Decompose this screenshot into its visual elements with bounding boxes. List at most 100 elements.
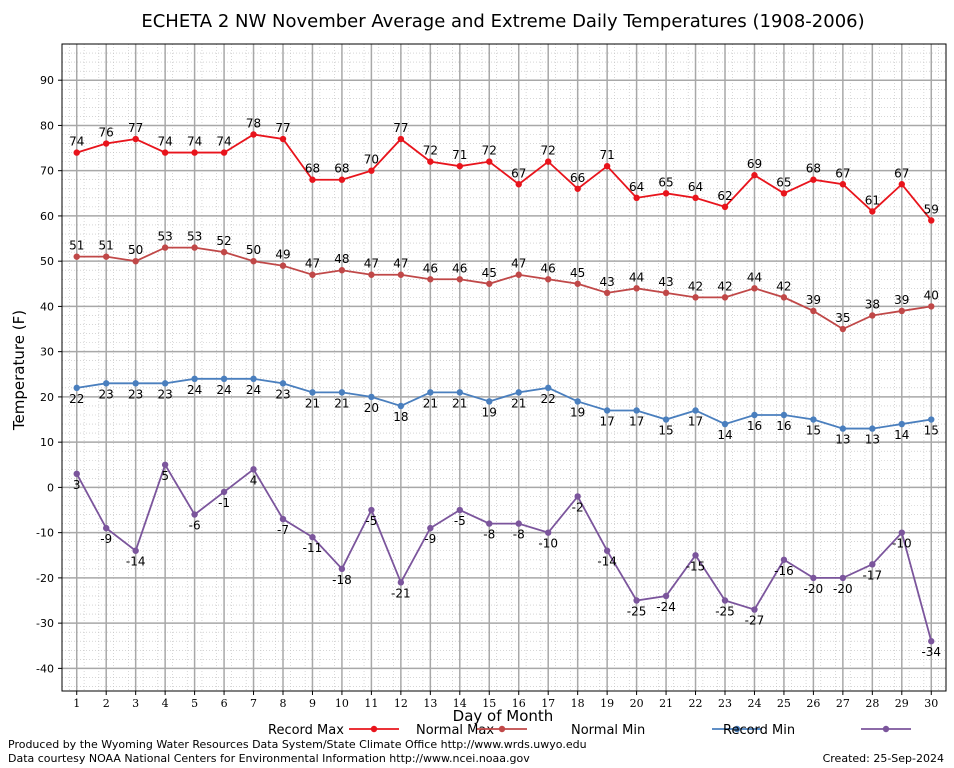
data-label-normal-max: 44 xyxy=(629,270,644,284)
data-point-record-min xyxy=(515,520,522,527)
data-label-normal-min: 23 xyxy=(275,387,290,401)
data-label-record-min: -21 xyxy=(391,586,411,600)
data-label-record-min: -14 xyxy=(597,555,617,569)
data-point-record-min xyxy=(751,606,758,613)
data-point-record-max xyxy=(662,190,670,197)
data-label-record-max: 70 xyxy=(364,153,379,167)
data-label-record-max: 67 xyxy=(511,166,526,180)
data-point-record-max xyxy=(397,135,405,143)
data-label-record-min: -5 xyxy=(365,514,377,528)
data-point-record-min xyxy=(338,565,346,573)
data-label-record-max: 64 xyxy=(629,180,644,194)
data-point-normal-min xyxy=(279,380,287,387)
data-point-record-min xyxy=(309,533,316,541)
data-label-normal-max: 47 xyxy=(511,257,526,271)
x-tick-label: 7 xyxy=(250,697,257,710)
data-point-normal-min xyxy=(309,389,316,396)
data-point-record-min xyxy=(692,552,699,559)
data-point-normal-min xyxy=(456,389,463,396)
data-point-normal-max xyxy=(633,285,640,292)
data-label-record-max: 77 xyxy=(393,121,408,135)
data-point-normal-min xyxy=(839,425,847,432)
data-point-normal-max xyxy=(103,253,110,260)
data-label-record-max: 74 xyxy=(216,135,231,149)
data-point-record-min xyxy=(397,579,405,586)
data-point-record-min xyxy=(721,597,729,604)
data-label-record-max: 65 xyxy=(658,175,673,189)
x-tick-label: 30 xyxy=(924,697,938,710)
data-label-record-min: 3 xyxy=(73,478,81,492)
data-label-normal-min: 21 xyxy=(452,396,467,410)
data-point-normal-min xyxy=(810,416,817,423)
y-tick-label: 30 xyxy=(40,346,54,359)
data-label-normal-min: 23 xyxy=(128,387,143,401)
data-point-normal-max xyxy=(928,303,935,310)
data-label-normal-max: 42 xyxy=(776,279,791,293)
data-point-record-max xyxy=(692,194,699,202)
data-point-normal-max xyxy=(132,257,139,265)
data-point-normal-max xyxy=(721,294,729,301)
data-point-normal-min xyxy=(161,380,169,387)
x-tick-label: 18 xyxy=(571,697,585,710)
data-point-normal-min xyxy=(928,416,935,423)
y-tick-label: -10 xyxy=(36,527,54,540)
data-point-record-max xyxy=(368,167,375,174)
data-point-normal-max xyxy=(456,276,463,283)
data-point-normal-min xyxy=(427,389,434,396)
data-label-normal-max: 48 xyxy=(334,252,349,266)
data-label-record-min: -15 xyxy=(686,559,706,573)
legend-marker-record-min xyxy=(882,725,890,733)
data-point-record-max xyxy=(427,158,434,165)
series-normal-max xyxy=(73,244,935,333)
data-point-normal-max xyxy=(780,294,788,301)
data-label-record-min: 4 xyxy=(250,473,258,487)
data-labels: 74 76 77 74 74 74 78 77 68 68 70 77 72 71 72 67 72 66 71 64… xyxy=(69,116,941,659)
data-label-record-max: 69 xyxy=(747,157,762,171)
data-label-normal-min: 16 xyxy=(776,419,791,433)
data-point-record-min xyxy=(456,506,463,514)
data-label-record-min: -24 xyxy=(656,600,676,614)
data-label-normal-min: 22 xyxy=(69,392,84,406)
data-label-normal-max: 38 xyxy=(865,297,880,311)
data-label-record-min: -34 xyxy=(921,645,941,659)
data-label-normal-min: 21 xyxy=(423,396,438,410)
data-label-normal-min: 17 xyxy=(629,414,644,428)
data-point-record-max xyxy=(132,135,139,143)
x-tick-label: 15 xyxy=(482,697,496,710)
y-tick-label: 50 xyxy=(40,255,54,268)
data-label-normal-min: 13 xyxy=(865,433,880,447)
y-tick-label: 90 xyxy=(40,74,54,87)
data-label-record-max: 74 xyxy=(157,135,172,149)
data-point-normal-min xyxy=(545,384,552,392)
data-label-normal-min: 14 xyxy=(717,428,732,442)
legend-marker-normal-max xyxy=(498,725,506,733)
data-label-record-min: -16 xyxy=(774,564,794,578)
data-point-normal-max xyxy=(191,244,198,251)
x-tick-label: 3 xyxy=(132,697,139,710)
x-axis-label: Day of Month xyxy=(453,707,554,725)
series-line-normal-max xyxy=(76,246,932,331)
x-tick-label: 29 xyxy=(895,697,909,710)
x-tick-label: 26 xyxy=(806,697,820,710)
data-label-record-min: -9 xyxy=(100,532,112,546)
data-label-record-max: 68 xyxy=(305,162,320,176)
data-label-record-min: -9 xyxy=(424,532,436,546)
x-tick-label: 5 xyxy=(191,697,198,710)
data-label-normal-max: 43 xyxy=(658,275,673,289)
data-label-record-max: 71 xyxy=(599,148,614,162)
data-label-normal-min: 24 xyxy=(246,383,261,397)
data-point-record-max xyxy=(721,203,729,211)
y-tick-label: 20 xyxy=(40,391,54,404)
x-tick-label: 11 xyxy=(364,697,378,710)
data-label-record-min: -2 xyxy=(572,500,584,514)
x-tick-label: 28 xyxy=(865,697,879,710)
data-point-record-max xyxy=(574,185,581,192)
data-label-record-min: -20 xyxy=(804,582,824,596)
data-point-record-max xyxy=(250,131,257,138)
data-point-normal-min xyxy=(220,375,228,383)
data-label-record-max: 68 xyxy=(806,162,821,176)
data-label-record-min: -14 xyxy=(126,555,146,569)
data-point-record-min xyxy=(780,556,788,563)
data-label-normal-max: 44 xyxy=(747,270,762,284)
